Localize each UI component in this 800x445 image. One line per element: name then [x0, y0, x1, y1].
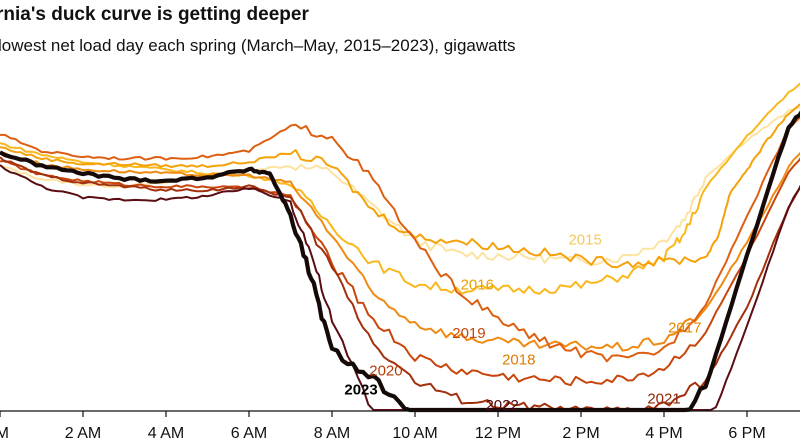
- series-line-2017: [0, 103, 800, 269]
- x-tick-label: 4 AM: [148, 425, 184, 442]
- x-tick-label: 6 PM: [728, 425, 765, 442]
- chart-subtitle: lowest net load day each spring (March–M…: [0, 36, 516, 55]
- series-label-2022: 2022: [485, 397, 518, 414]
- series-label-2018: 2018: [502, 351, 535, 368]
- series-label-2019: 2019: [452, 325, 485, 342]
- x-tick-label: 2 PM: [562, 425, 599, 442]
- series-label-2023: 2023: [344, 381, 377, 398]
- series-labels: 2015 2016 2017 2018 2019 2020 2021 2022 2023: [344, 232, 701, 415]
- series-line-2016: [0, 82, 800, 295]
- series-label-2015: 2015: [568, 232, 601, 249]
- x-tick-label: 6 AM: [231, 425, 267, 442]
- x-tick-label: 4 PM: [645, 425, 682, 442]
- series-lines: [0, 82, 800, 413]
- series-label-2016: 2016: [461, 276, 494, 293]
- x-tick-label: 12 PM: [475, 425, 521, 442]
- series-line-2023: [0, 110, 800, 413]
- series-line-2020: [0, 157, 800, 387]
- x-tick-label: 2 AM: [65, 425, 101, 442]
- x-tick-label: 10 AM: [392, 425, 437, 442]
- chart-title: rnia's duck curve is getting deeper: [0, 4, 309, 25]
- series-label-2021: 2021: [647, 391, 680, 408]
- series-label-2017: 2017: [668, 319, 701, 336]
- series-label-2020: 2020: [369, 363, 402, 380]
- x-tick-label: 8 AM: [314, 425, 350, 442]
- series-line-2018: [0, 151, 800, 352]
- x-tick-label: M: [0, 425, 9, 442]
